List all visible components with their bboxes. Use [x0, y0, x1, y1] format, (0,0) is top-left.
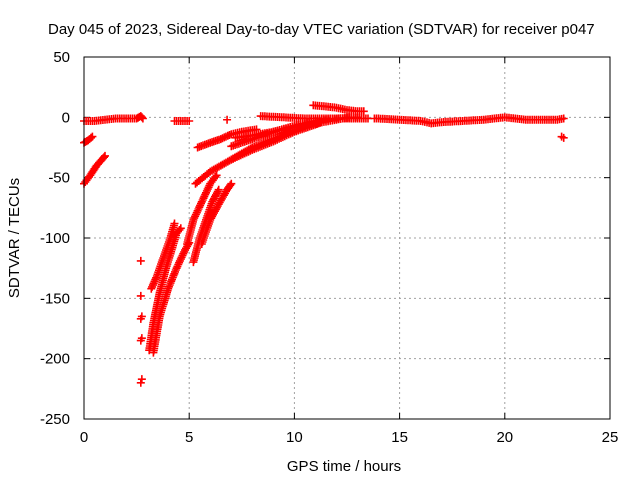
series-arc-steep-d — [183, 171, 221, 248]
x-tick-label: 20 — [496, 429, 513, 446]
y-tick-label: 0 — [62, 109, 70, 126]
series-outliers-2.7h — [136, 256, 146, 387]
data-point — [136, 291, 145, 300]
data-point — [559, 133, 568, 142]
data-point — [136, 314, 145, 323]
axis-ticks: 0 5 10 15 20 25 50 0 -50 -100 -150 -200 -250 — [40, 49, 618, 446]
plot-frame — [83, 56, 611, 420]
x-axis-label: GPS time / hours — [287, 458, 401, 475]
y-tick-label: -200 — [40, 351, 70, 368]
series-arc-decline — [309, 101, 368, 116]
data-point — [136, 378, 145, 387]
series-arc-steep-c — [149, 238, 194, 357]
series-segment-gap-flat — [170, 115, 232, 125]
data-point-run — [149, 238, 194, 357]
data-point-run — [189, 185, 223, 267]
y-tick-label: -250 — [40, 411, 70, 428]
data-points — [80, 101, 568, 387]
data-point-run — [231, 117, 320, 142]
data-point — [136, 256, 145, 265]
data-point — [137, 375, 146, 384]
series-arc-steep-b — [145, 224, 185, 355]
x-tick-label: 5 — [185, 429, 193, 446]
series-arc-steep-e — [189, 185, 223, 267]
data-point — [223, 115, 232, 124]
x-tick-label: 15 — [391, 429, 408, 446]
data-point — [136, 336, 145, 345]
data-point-run — [256, 112, 372, 123]
data-point-run — [145, 224, 185, 355]
data-point-run — [309, 101, 368, 116]
series-arc-rise-5 — [231, 117, 320, 142]
x-tick-label: 25 — [602, 429, 619, 446]
series-segment-late-flat — [370, 113, 568, 128]
series-outliers-22.7h — [557, 132, 568, 142]
data-point-run — [183, 171, 221, 248]
data-point-run — [370, 113, 568, 128]
data-point-run — [197, 179, 236, 248]
series-arc-rise-1 — [193, 125, 261, 152]
series-arc-steep-a — [147, 219, 179, 293]
y-tick-label: 50 — [53, 49, 70, 66]
x-tick-label: 10 — [286, 429, 303, 446]
y-tick-label: -50 — [48, 170, 70, 187]
series-arc-rise-6 — [256, 112, 372, 123]
y-tick-label: -150 — [40, 290, 70, 307]
series-arc-steep-f — [197, 179, 236, 248]
y-tick-label: -100 — [40, 230, 70, 247]
data-point-run — [170, 117, 194, 125]
chart-title: Day 045 of 2023, Sidereal Day-to-day VTE… — [48, 21, 595, 38]
x-tick-label: 0 — [80, 429, 88, 446]
data-point-run — [147, 219, 179, 293]
data-point-run — [193, 125, 261, 152]
y-axis-label: SDTVAR / TECUs — [6, 178, 23, 298]
